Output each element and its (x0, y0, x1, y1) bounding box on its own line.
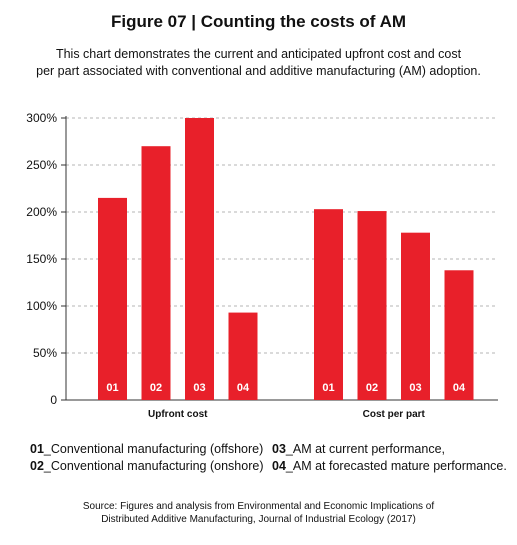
bar-label: 01 (322, 382, 334, 394)
y-tick-label: 150% (26, 252, 57, 266)
chart-title: Figure 07 | Counting the costs of AM (110, 12, 407, 31)
bar (401, 232, 430, 400)
bar-label: 03 (409, 382, 421, 394)
y-tick-label: 100% (26, 299, 57, 313)
y-tick-label: 250% (26, 158, 57, 172)
chart-subtitle: This chart demonstrates the current and … (20, 46, 497, 80)
y-tick-label: 50% (33, 346, 57, 360)
bar-label: 02 (150, 382, 162, 394)
source-note: Source: Figures and analysis from Enviro… (0, 500, 517, 526)
bar (357, 211, 387, 400)
legend-code: 02 (30, 459, 44, 473)
y-tick-label: 300% (26, 111, 57, 125)
bar-chart: 300% 250% 200% 150% 100% 50% 0 01 02 03 04 Upfront … (26, 111, 498, 420)
legend-item-04: 04_AM at forecasted mature performance. (272, 458, 507, 475)
legend-text: _AM at forecasted mature performance. (285, 459, 507, 473)
bar-label: 01 (106, 382, 118, 394)
legend-right: 03_AM at current performance, 04_AM at f… (272, 441, 507, 475)
group-label: Upfront cost (148, 409, 208, 420)
legend-item-03: 03_AM at current performance, (272, 441, 507, 458)
legend-text: _Conventional manufacturing (offshore) (43, 442, 264, 456)
legend-code: 04 (272, 459, 286, 473)
bar (314, 209, 343, 400)
y-tick-label: 0 (50, 393, 57, 407)
source-line-2: Distributed Additive Manufacturing, Jour… (101, 514, 416, 525)
legend-code: 01 (30, 442, 44, 456)
bar-label: 02 (366, 382, 378, 394)
bar (141, 146, 171, 400)
legend-left: 01_Conventional manufacturing (offshore)… (30, 441, 263, 475)
bar (444, 270, 474, 400)
bar (98, 197, 127, 400)
subtitle-line-2: per part associated with conventional an… (36, 64, 481, 78)
bar-label: 04 (237, 382, 250, 394)
legend-item-02: 02_Conventional manufacturing (onshore) (30, 458, 263, 475)
legend-code: 03 (272, 442, 286, 456)
y-tick-label: 200% (26, 205, 57, 219)
source-line-1: Source: Figures and analysis from Enviro… (82, 501, 435, 512)
bar (185, 118, 214, 400)
legend-text: _Conventional manufacturing (onshore) (43, 459, 264, 473)
group-label: Cost per part (363, 409, 426, 420)
bar-label: 04 (453, 382, 466, 394)
bar (228, 312, 258, 400)
bar-label: 03 (193, 382, 205, 394)
legend-item-01: 01_Conventional manufacturing (offshore) (30, 441, 263, 458)
legend-text: _AM at current performance, (285, 442, 446, 456)
subtitle-line-1: This chart demonstrates the current and … (55, 47, 462, 61)
